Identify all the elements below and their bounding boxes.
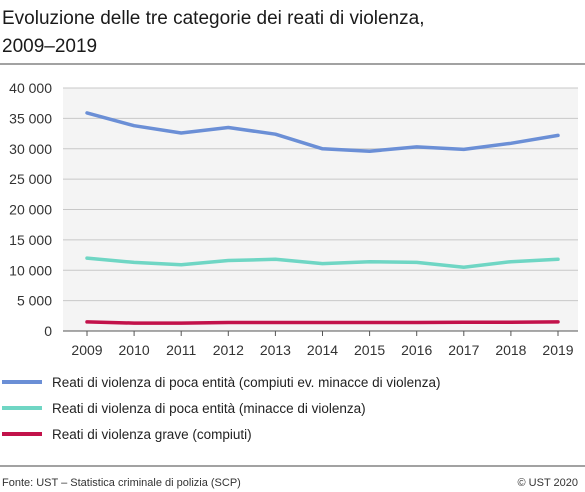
data-point-series-1: [274, 133, 277, 136]
legend-label: Reati di violenza di poca entità (minacc…: [52, 401, 366, 416]
data-point-series-1: [133, 124, 136, 127]
data-point-series-1: [321, 147, 324, 150]
y-axis-ticks: 0 5 000 10 000 15 000 20 000 25 000 30 000 35 0…: [9, 80, 52, 339]
data-point-series-2: [85, 257, 88, 260]
data-point-series-3: [556, 320, 559, 323]
data-point-series-2: [556, 258, 559, 261]
data-point-series-3: [321, 321, 324, 324]
series-line-1: [85, 111, 560, 153]
data-point-series-2: [227, 259, 230, 262]
data-point-series-2: [509, 260, 512, 263]
copyright-note: © UST 2020: [518, 477, 579, 489]
data-point-series-1: [227, 126, 230, 129]
y-tick-label: 0: [44, 323, 52, 339]
x-tick-label: 2010: [119, 342, 150, 358]
grid: [63, 87, 578, 332]
x-tick-label: 2016: [401, 342, 432, 358]
y-tick-label: 35 000: [9, 110, 52, 126]
data-point-series-3: [274, 321, 277, 324]
chart-title-line-1: Evoluzione delle tre categorie dei reati…: [2, 8, 424, 29]
data-point-series-3: [133, 322, 136, 325]
legend-item: Reati di violenza di poca entità (minacc…: [2, 401, 366, 416]
legend: Reati di violenza di poca entità (compiu…: [2, 375, 440, 442]
x-tick-label: 2013: [260, 342, 291, 358]
x-tick-label: 2018: [495, 342, 526, 358]
y-tick-label: 40 000: [9, 80, 52, 96]
data-point-series-3: [415, 321, 418, 324]
data-point-series-2: [180, 263, 183, 266]
y-tick-label: 15 000: [9, 232, 52, 248]
data-point-series-1: [415, 145, 418, 148]
y-tick-label: 20 000: [9, 202, 52, 218]
x-axis-ticks: 2009 2010 2011 2012 2013 2014 2015 2016 2017 2018…: [71, 331, 574, 358]
x-tick-label: 2015: [354, 342, 385, 358]
data-point-series-3: [85, 320, 88, 323]
data-point-series-3: [180, 322, 183, 325]
data-point-series-1: [462, 148, 465, 151]
data-point-series-2: [274, 258, 277, 261]
x-tick-label: 2011: [166, 342, 196, 358]
data-point-series-2: [133, 261, 136, 264]
y-tick-label: 25 000: [9, 171, 52, 187]
data-point-series-1: [509, 142, 512, 145]
chart-title-line-2: 2009–2019: [2, 36, 97, 57]
data-point-series-3: [227, 321, 230, 324]
x-tick-label: 2017: [448, 342, 479, 358]
legend-item: Reati di violenza di poca entità (compiu…: [2, 375, 440, 390]
data-point-series-1: [556, 134, 559, 137]
y-tick-label: 10 000: [9, 262, 52, 278]
data-point-series-3: [509, 321, 512, 324]
series-lines: [85, 111, 560, 325]
data-point-series-2: [462, 266, 465, 269]
x-tick-label: 2014: [307, 342, 338, 358]
data-point-series-2: [415, 261, 418, 264]
data-point-series-3: [462, 321, 465, 324]
x-tick-label: 2009: [71, 342, 102, 358]
x-tick-label: 2019: [542, 342, 573, 358]
legend-item: Reati di violenza grave (compiuti): [2, 427, 252, 442]
data-point-series-3: [368, 321, 371, 324]
data-point-series-1: [85, 111, 88, 114]
legend-label: Reati di violenza grave (compiuti): [52, 427, 252, 442]
y-tick-label: 5 000: [17, 293, 52, 309]
series-line-2: [85, 256, 560, 269]
series-line-3: [85, 320, 560, 325]
legend-label: Reati di violenza di poca entità (compiu…: [52, 375, 440, 390]
data-point-series-2: [368, 260, 371, 263]
data-point-series-1: [180, 131, 183, 134]
x-tick-label: 2012: [213, 342, 244, 358]
y-tick-label: 30 000: [9, 141, 52, 157]
data-point-series-1: [368, 150, 371, 153]
data-point-series-2: [321, 262, 324, 265]
source-note: Fonte: UST – Statistica criminale di pol…: [2, 477, 241, 489]
